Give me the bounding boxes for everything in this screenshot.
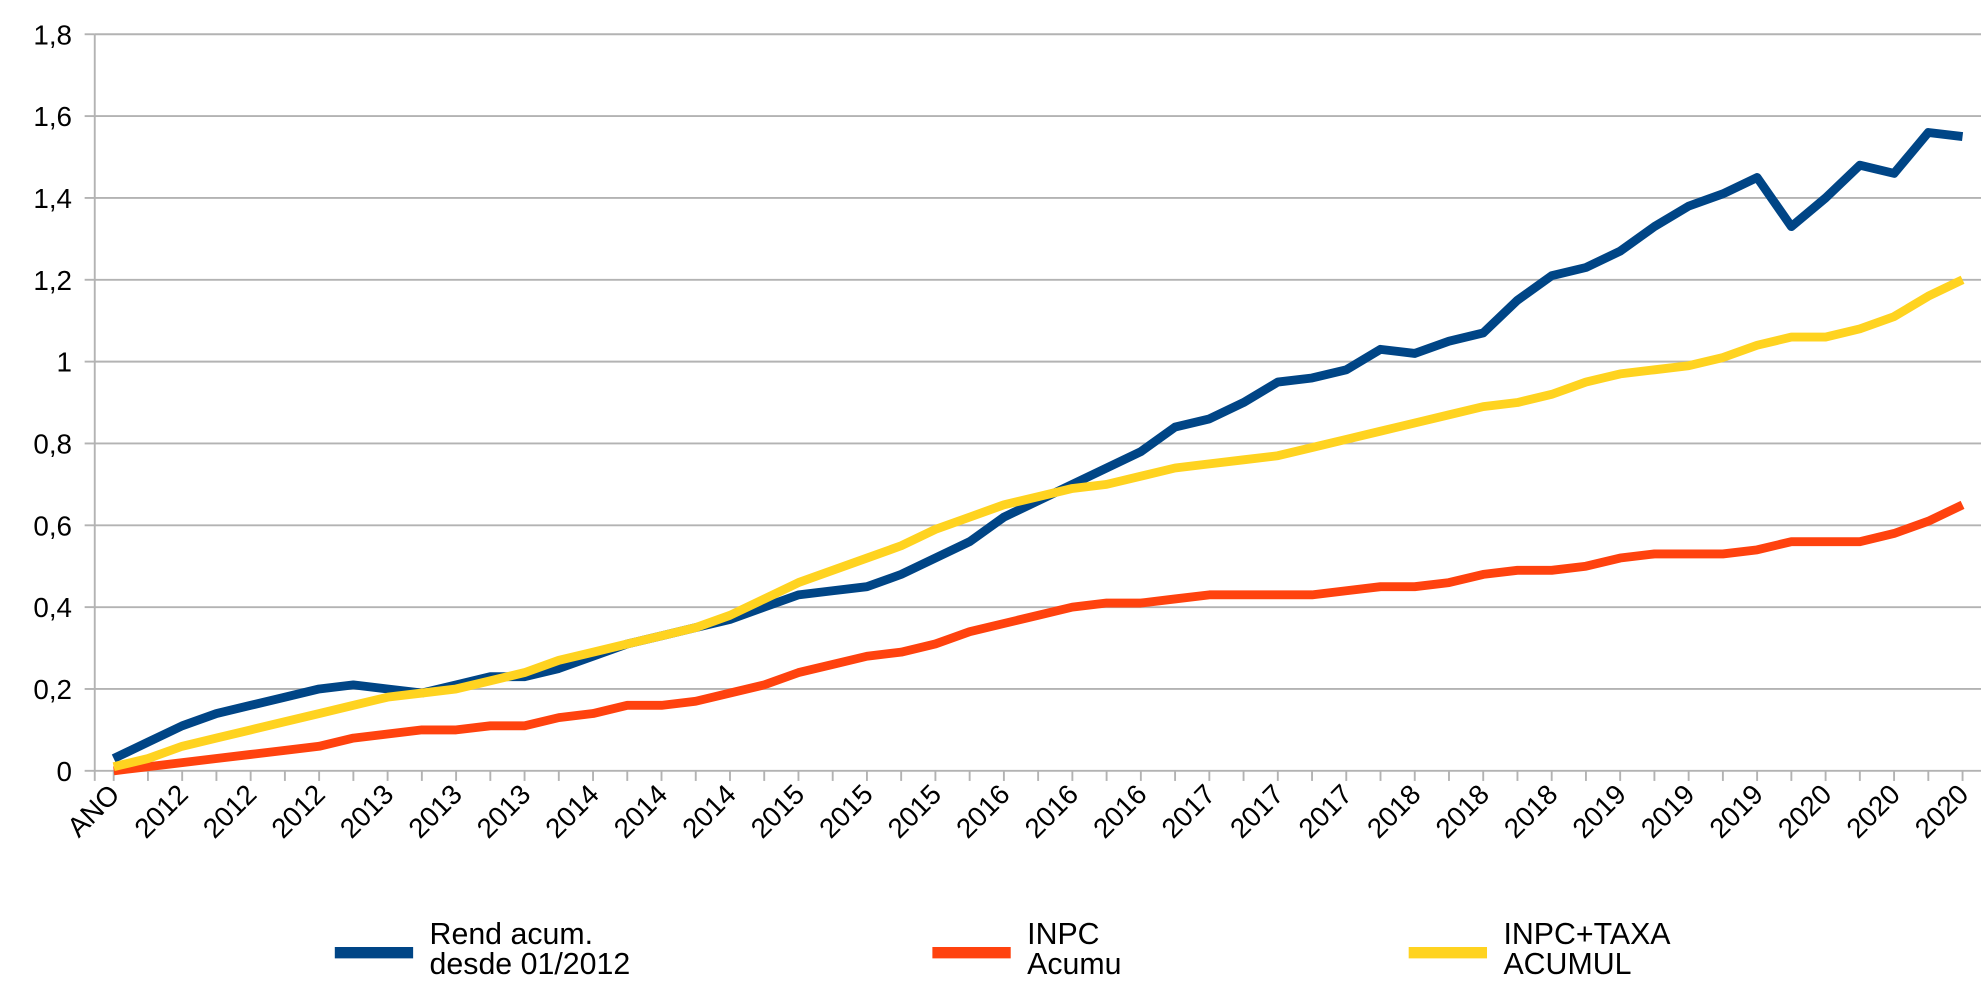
y-tick-label: 0,4 [33,592,72,623]
x-tick-label: 2013 [471,778,537,844]
legend-label-box: INPC+TAXA ACUMUL [1503,919,1669,982]
series-line [113,500,1965,776]
y-tick-label: 1,2 [33,265,72,296]
x-tick-label: 2012 [128,778,194,844]
x-tick-label: 2017 [1224,778,1290,844]
x-tick-label: 2020 [1909,778,1975,844]
x-tick-label: 2015 [745,778,811,844]
y-tick-label: 0,6 [33,510,72,541]
y-tick-label: 1,8 [33,19,72,50]
x-tick-label: 2016 [950,778,1016,844]
x-tick-label: 2014 [608,778,674,844]
x-tick-label: 2013 [334,778,400,844]
y-tick-label: 1 [57,347,72,378]
legend-label-box: INPC Acumu [1027,919,1122,982]
series-line [112,275,1965,772]
x-tick-label: 2018 [1498,778,1564,844]
legend-label: INPC Acumu [1027,919,1122,982]
x-tick-label: 2019 [1566,778,1632,844]
x-tick-label: 2014 [676,778,742,844]
y-tick-label: 1,6 [33,101,72,132]
series-line [111,128,1964,763]
y-tick-label: 0,2 [33,674,72,705]
legend-label: INPC+TAXA ACUMUL [1503,919,1669,982]
x-tick-label: 2014 [539,778,605,844]
x-tick-label: 2016 [1087,778,1153,844]
x-tick-label: 2015 [882,778,948,844]
x-tick-label: ANO [61,778,125,842]
x-tick-label: 2015 [813,778,879,844]
legend-label: Rend acum. desde 01/2012 [429,919,631,982]
y-tick-label: 0 [57,756,72,787]
x-tick-label: 2019 [1703,778,1769,844]
x-tick-label: 2016 [1019,778,1085,844]
x-tick-label: 2017 [1156,778,1222,844]
x-tick-label: 2013 [402,778,468,844]
x-tick-label: 2017 [1292,778,1358,844]
legend-label-box: Rend acum. desde 01/2012 [429,919,631,982]
x-tick-label: 2012 [197,778,263,844]
x-tick-label: 2020 [1772,778,1838,844]
x-tick-label: 2018 [1361,778,1427,844]
x-tick-label: 2020 [1840,778,1906,844]
y-tick-label: 1,4 [33,183,72,214]
y-tick-label: 0,8 [33,429,72,460]
x-tick-label: 2012 [265,778,331,844]
x-tick-label: 2019 [1635,778,1701,844]
x-tick-label: 2018 [1429,778,1495,844]
